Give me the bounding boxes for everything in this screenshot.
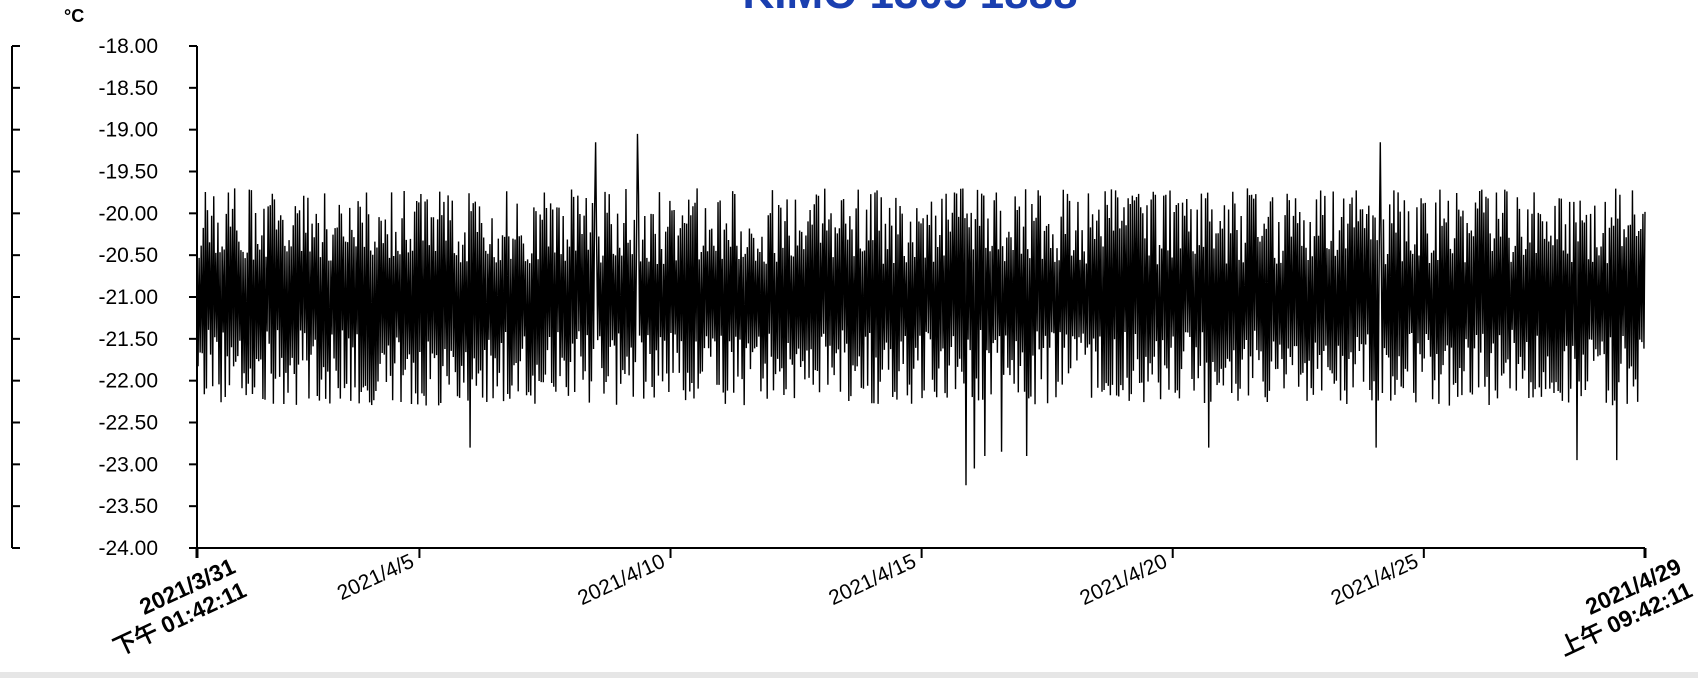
y-tick-label: -24.00: [98, 537, 158, 560]
y-tick-label: -20.00: [98, 202, 158, 225]
series-line: [196, 133, 1646, 486]
y-tick-label: -18.50: [98, 77, 158, 100]
y-axis: -18.00 -18.50 -19.00 -19.50 -20.00 -20.50 -21.…: [11, 35, 198, 560]
y-tick-label: -21.00: [98, 286, 158, 309]
x-tick-label: 2021/4/10: [574, 550, 668, 610]
x-tick-label: 2021/4/5: [334, 550, 418, 605]
y-tick-label: -18.00: [98, 35, 158, 58]
series-temperature: [196, 133, 1646, 486]
y-tick-label: -19.50: [98, 161, 158, 184]
x-tick-label: 2021/4/20: [1076, 550, 1170, 610]
y-tick-label: -21.50: [98, 328, 158, 351]
x-axis: 2021/4/5 2021/4/10 2021/4/15 2021/4/20 2021/…: [109, 547, 1696, 661]
y-axis-unit: °C: [64, 6, 84, 26]
x-tick-label: 2021/4/15: [825, 550, 919, 610]
chart-title: KIMO 1305 1888: [742, 0, 1077, 18]
bottom-scrollbar: [0, 672, 1698, 678]
y-tick-label: -22.00: [98, 370, 158, 393]
y-tick-label: -19.00: [98, 119, 158, 142]
y-tick-label: -23.00: [98, 453, 158, 476]
y-tick-label: -22.50: [98, 412, 158, 435]
y-tick-label: -23.50: [98, 495, 158, 518]
y-tick-label: -20.50: [98, 244, 158, 267]
x-tick-label: 2021/4/25: [1328, 550, 1422, 610]
